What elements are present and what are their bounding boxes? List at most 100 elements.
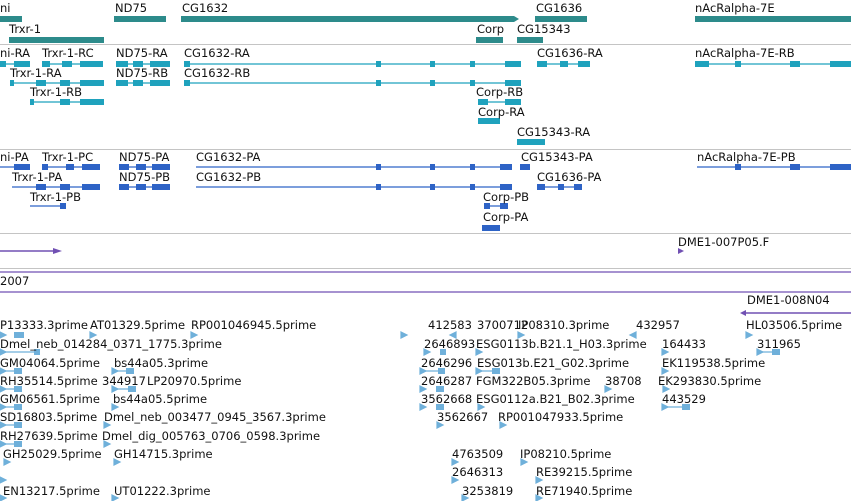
est-label[interactable]: ESG0113b.B21.1_H03.3prime: [476, 337, 647, 351]
est-label[interactable]: GH25029.5prime: [3, 447, 102, 461]
clone-feature[interactable]: [678, 248, 684, 254]
est-label[interactable]: RP001047933.5prime: [498, 410, 624, 424]
protein-label[interactable]: ni-PA: [0, 150, 29, 164]
transcript-label[interactable]: ND75-RB: [116, 66, 169, 80]
gene-feature[interactable]: [0, 16, 22, 22]
protein-label[interactable]: CG15343-PA: [521, 150, 593, 164]
protein-label[interactable]: Trxr-1-PC: [42, 150, 94, 164]
protein-label[interactable]: CG1636-PA: [537, 170, 602, 184]
est-label[interactable]: FGM322B05.3prime: [476, 374, 591, 388]
gene-label[interactable]: CG1632: [182, 1, 229, 15]
track-divider: [0, 233, 851, 234]
gene-feature[interactable]: [181, 16, 519, 22]
gene-label[interactable]: CG1636: [536, 1, 583, 15]
est-label[interactable]: UT01222.3prime: [114, 484, 211, 498]
gene-feature[interactable]: [517, 37, 543, 43]
est-label[interactable]: 3562667: [437, 410, 489, 424]
est-label[interactable]: IP08310.3prime: [518, 318, 610, 332]
est-label[interactable]: 2646893: [424, 337, 476, 351]
transcript-label[interactable]: Trxr-1-RA: [10, 66, 62, 80]
transcript-label[interactable]: Corp-RB: [476, 85, 524, 99]
gene-label[interactable]: ni: [0, 1, 11, 15]
est-label[interactable]: RH27639.5prime: [0, 429, 98, 443]
est-label[interactable]: GM06561.5prime: [0, 392, 100, 406]
transcript-label[interactable]: ND75-RA: [116, 46, 168, 60]
est-label[interactable]: 432957: [636, 318, 680, 332]
transcript-label[interactable]: Corp-RA: [478, 105, 525, 119]
gene-label[interactable]: Corp: [477, 22, 505, 36]
est-label[interactable]: EK119538.5prime: [662, 356, 766, 370]
transcript-label[interactable]: CG1636-RA: [537, 46, 603, 60]
est-label[interactable]: IP08210.5prime: [520, 447, 612, 461]
est-label[interactable]: 3253819: [462, 484, 514, 498]
est-label[interactable]: 3562668: [421, 392, 473, 406]
transcript-label[interactable]: CG1632-RA: [184, 46, 250, 60]
gene-feature[interactable]: [476, 37, 503, 43]
gene-label[interactable]: Trxr-1: [9, 22, 42, 36]
est-label[interactable]: LP20970.5prime: [147, 374, 242, 388]
protein-label[interactable]: nAcRalpha-7E-PB: [697, 150, 796, 164]
transcript-label[interactable]: CG15343-RA: [517, 125, 591, 139]
protein-label[interactable]: ND75-PB: [119, 170, 171, 184]
protein-label[interactable]: Trxr-1-PB: [30, 190, 81, 204]
contig-glyphs: [740, 310, 851, 316]
est-glyphs: [0, 331, 780, 501]
est-label[interactable]: Dmel_dig_005763_0706_0598.3prime: [102, 429, 321, 443]
est-label[interactable]: ESG0112a.B21_B02.3prime: [476, 392, 635, 406]
gene-feature[interactable]: [695, 16, 851, 22]
est-label[interactable]: Dmel_neb_003477_0945_3567.3prime: [104, 410, 326, 424]
est-label[interactable]: RP001046945.5prime: [191, 318, 317, 332]
transcript-label[interactable]: Trxr-1-RB: [30, 85, 83, 99]
est-label[interactable]: EK293830.5prime: [658, 374, 762, 388]
protein-label[interactable]: ND75-PA: [119, 150, 170, 164]
clone-track: DME1-007P05.F: [0, 234, 851, 268]
est-label[interactable]: 4763509: [452, 447, 504, 461]
est-label[interactable]: bs44a05.3prime: [114, 356, 209, 370]
gene-feature[interactable]: [9, 37, 104, 43]
est-label[interactable]: 344917: [102, 374, 146, 388]
est-label[interactable]: 3700712: [477, 318, 529, 332]
est-label[interactable]: GM04064.5prime: [0, 356, 100, 370]
genes-glyphs: [0, 16, 851, 43]
clone-label[interactable]: DME1-007P05.F: [678, 235, 770, 249]
est-label[interactable]: Dmel_neb_014284_0371_1775.3prime: [0, 337, 222, 351]
est-label[interactable]: bs44a05.5prime: [113, 392, 208, 406]
protein-label[interactable]: Trxr-1-PA: [12, 170, 63, 184]
gene-label[interactable]: ND75: [115, 1, 148, 15]
contig-label[interactable]: DME1-008N04: [747, 293, 830, 307]
est-label[interactable]: RH35514.5prime: [0, 374, 98, 388]
est-label[interactable]: EN13217.5prime: [3, 484, 100, 498]
est-label[interactable]: 2646287: [421, 374, 473, 388]
transcripts-track: ni-RA Trxr-1-RC ND75-RA CG1632-RA CG1636…: [0, 45, 851, 149]
est-label[interactable]: 2646313: [452, 465, 504, 479]
protein-label[interactable]: CG1632-PB: [196, 170, 262, 184]
transcript-label[interactable]: Trxr-1-RC: [42, 46, 94, 60]
protein-label[interactable]: Corp-PA: [483, 210, 529, 224]
est-label[interactable]: 412583: [428, 318, 472, 332]
est-label[interactable]: 311965: [757, 337, 801, 351]
transcript-label[interactable]: CG1632-RB: [184, 66, 251, 80]
gene-feature[interactable]: [114, 16, 166, 22]
gene-label[interactable]: CG15343: [517, 22, 571, 36]
protein-label[interactable]: Corp-PB: [483, 190, 530, 204]
est-label[interactable]: GH14715.3prime: [114, 447, 213, 461]
protein-label[interactable]: CG1632-PA: [196, 150, 261, 164]
gene-label[interactable]: nAcRalpha-7E: [695, 1, 775, 15]
est-label[interactable]: RE39215.5prime: [536, 465, 633, 479]
est-label[interactable]: SD16803.5prime: [0, 410, 98, 424]
assembly-label[interactable]: 2007: [0, 274, 30, 288]
est-label[interactable]: P13333.3prime: [0, 318, 88, 332]
transcript-label[interactable]: nAcRalpha-7E-RB: [695, 46, 795, 60]
est-label[interactable]: 164433: [662, 337, 706, 351]
est-label[interactable]: 38708: [605, 374, 642, 388]
est-label[interactable]: ESG013b.E21_G02.3prime: [477, 356, 630, 370]
transcript-label[interactable]: ni-RA: [0, 46, 31, 60]
track-divider: [0, 268, 851, 269]
est-label[interactable]: 443529: [662, 392, 706, 406]
est-label[interactable]: AT01329.5prime: [90, 318, 186, 332]
est-label[interactable]: 2646296: [421, 356, 473, 370]
transcript-glyphs: [0, 61, 851, 145]
gene-feature[interactable]: [535, 16, 587, 22]
est-label[interactable]: RE71940.5prime: [536, 484, 633, 498]
est-label[interactable]: HL03506.5prime: [746, 318, 843, 332]
